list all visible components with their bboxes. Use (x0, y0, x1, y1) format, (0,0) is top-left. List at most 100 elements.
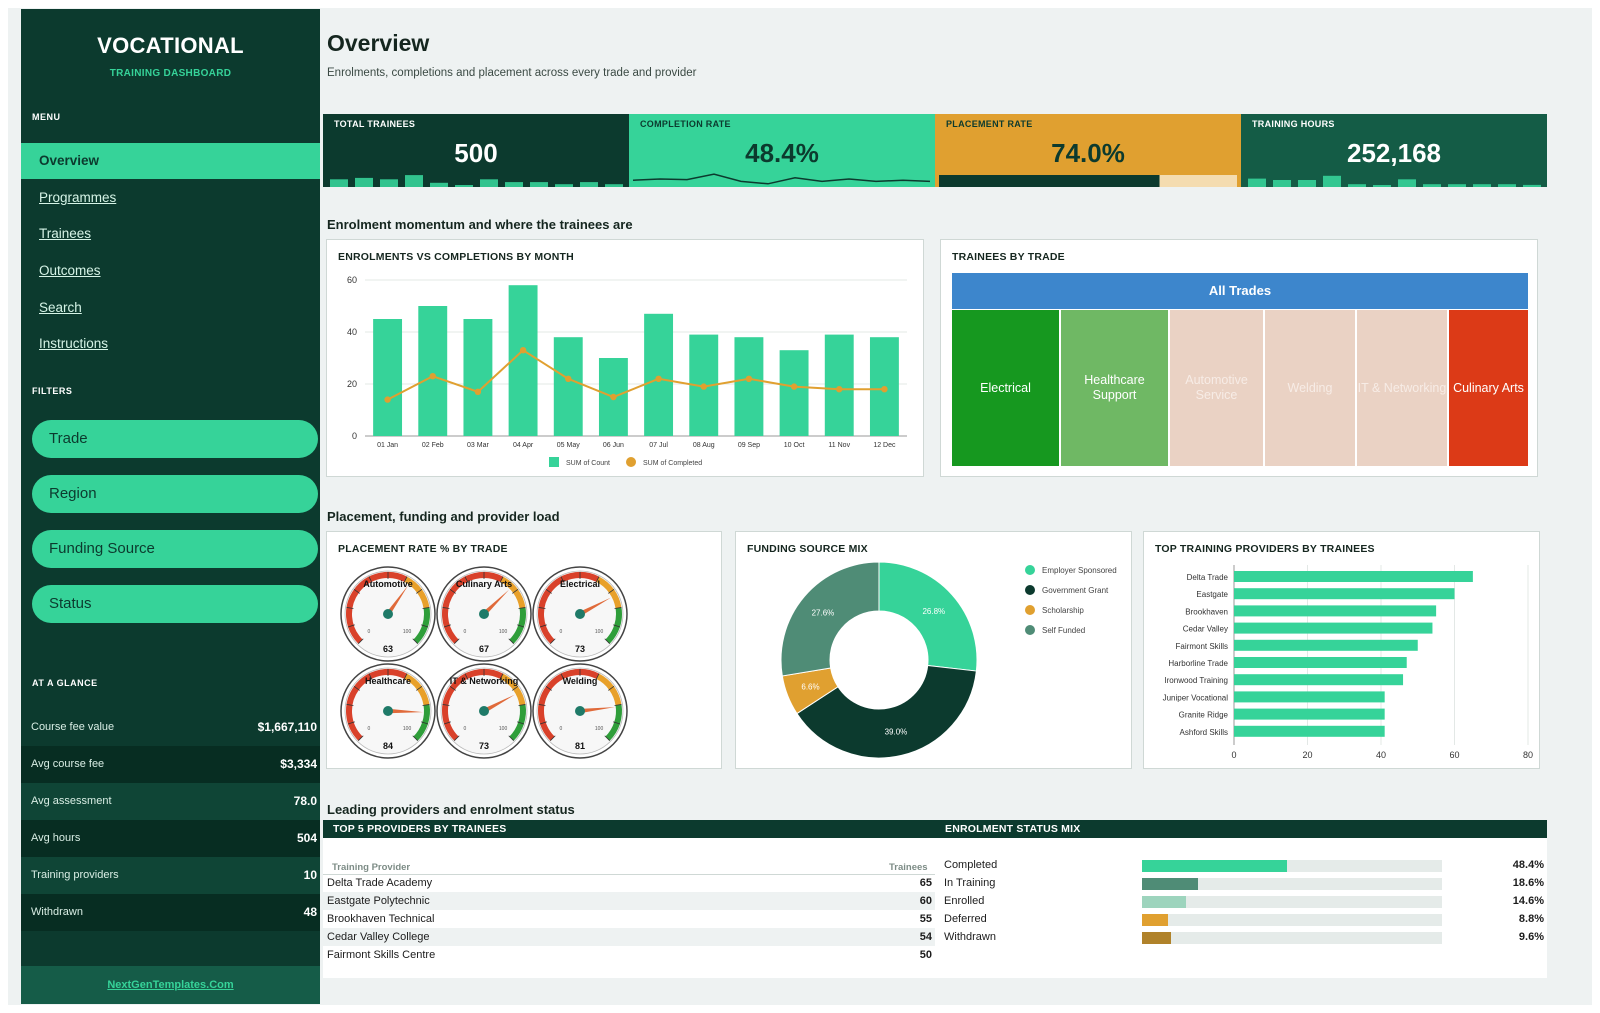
gauge-tick (499, 673, 504, 680)
bar-juniper-vocational (1234, 691, 1385, 703)
table-row[interactable]: Delta Trade Academy 65 (323, 874, 935, 892)
table-row[interactable]: Fairmont Skills Centre 50 (323, 946, 935, 964)
kpi-spark-line (632, 173, 931, 185)
gauge-tick (518, 704, 526, 706)
gauge-min-label: 0 (560, 726, 563, 732)
table-row[interactable]: Brookhaven Technical 55 (323, 910, 935, 928)
gauge-needle (578, 597, 611, 616)
bottom-panel-header: TOP 5 PROVIDERS BY TRAINEES ENROLMENT ST… (323, 820, 1547, 838)
filter-status-button[interactable]: Status (32, 585, 318, 623)
legend-label: Self Funded (1042, 626, 1085, 635)
gauge-max-label: 100 (499, 726, 508, 732)
filter-region-button[interactable]: Region (32, 475, 318, 513)
gauge-needle (482, 589, 510, 616)
gauges-title: PLACEMENT RATE % BY TRADE (338, 543, 508, 555)
slice-employer-sponsored (878, 561, 978, 672)
nav-item-trainees[interactable]: Trainees (39, 226, 92, 241)
provider-name: Delta Trade Academy (327, 877, 433, 889)
gauge-tick (545, 588, 552, 594)
gauge-min-label: 0 (368, 726, 371, 732)
gauge-tick (412, 638, 418, 644)
kpi-spark-bar (505, 182, 523, 187)
nav-item-overview[interactable]: Overview (21, 143, 320, 179)
status-name: Withdrawn (944, 931, 996, 943)
kpi-label: PLACEMENT RATE (946, 119, 1033, 129)
bar-count-09-Sep (734, 337, 764, 436)
point-completed (429, 373, 436, 380)
nav-item-instructions[interactable]: Instructions (39, 336, 109, 351)
bar-ironwood-training (1234, 674, 1404, 686)
gauge-tick (464, 673, 469, 680)
treemap-cell-healthcare-support[interactable]: Healthcare Support (1061, 310, 1168, 466)
legend-swatch (1025, 585, 1035, 595)
brand-title: VOCATIONAL (97, 33, 244, 58)
bar-count-05-May (553, 337, 583, 436)
treemap-cell-it-networking[interactable]: IT & Networking (1357, 310, 1447, 466)
gauge-min-label: 0 (464, 629, 467, 635)
gauge-tick (347, 624, 355, 628)
gauge-needle (386, 585, 409, 616)
treemap-cell-automotive-service[interactable]: Automotive Service (1170, 310, 1263, 466)
providers-chart-card: TOP TRAINING PROVIDERS BY TRAINEES 0 20 40… (1143, 531, 1540, 769)
top5-title: TOP 5 PROVIDERS BY TRAINEES (333, 823, 507, 835)
nav-item-search[interactable]: Search (39, 300, 82, 315)
glance-name: Avg hours (31, 832, 81, 844)
gauge-max-label: 100 (403, 629, 412, 635)
kpi-spark-bar (330, 179, 348, 187)
gauge-min-label: 0 (464, 726, 467, 732)
kpi-spark-bar (1323, 175, 1341, 187)
point-completed (836, 386, 843, 393)
slice-label: 39.0% (885, 728, 908, 737)
kpi-value: 500 (454, 138, 498, 168)
kpi-card-1: COMPLETION RATE 48.4% (629, 114, 935, 187)
filter-trade-button[interactable]: Trade (32, 420, 318, 458)
glance-row-avg-fee: Avg course fee $3,334 (21, 746, 320, 783)
gauge-needle (387, 708, 423, 714)
gauge-tick (353, 588, 360, 594)
table-row[interactable]: Eastgate Polytechnic 60 (323, 892, 935, 910)
status-bar-fill (1142, 878, 1198, 890)
gauge-tick (403, 673, 408, 680)
footer-link[interactable]: NextGenTemplates.Com (21, 966, 320, 1004)
status-bar-track (1142, 896, 1442, 908)
gauge-tick (545, 685, 552, 691)
table-row[interactable]: Cedar Valley College 54 (323, 928, 935, 946)
nav-item-programmes[interactable]: Programmes (39, 190, 117, 205)
bar-delta-trade (1234, 571, 1473, 582)
status-pct: 48.4% (1512, 859, 1544, 871)
legend-swatch (1025, 565, 1035, 575)
x-tick-label: 08 Aug (693, 442, 715, 449)
gauge-tick (368, 673, 373, 680)
kpi-label: TRAINING HOURS (1252, 119, 1335, 129)
gauge-tick (595, 576, 600, 583)
x-tick-label: 11 Nov (828, 442, 850, 449)
kpi-sparkline (330, 175, 623, 187)
treemap-cell-electrical[interactable]: Electrical (952, 310, 1059, 466)
nav-item-outcomes[interactable]: Outcomes (39, 263, 101, 278)
gauge-tick (550, 638, 556, 644)
glance-value: 10 (303, 868, 317, 882)
status-bar-fill (1142, 860, 1288, 872)
page-title: Overview (327, 30, 430, 56)
treemap-cell-culinary-arts[interactable]: Culinary Arts (1449, 310, 1528, 466)
kpi-spark-bar (480, 179, 498, 187)
gauge-value: 63 (383, 644, 393, 654)
gauge-tick (442, 607, 450, 609)
gauge-tick (613, 624, 621, 628)
x-tick-label: 40 (1376, 750, 1386, 760)
treemap-cell-welding[interactable]: Welding (1265, 310, 1355, 466)
point-completed (384, 396, 391, 403)
kpi-card-0: TOTAL TRAINEES 500 (323, 114, 629, 187)
status-pct: 9.6% (1518, 931, 1544, 943)
treemap-root[interactable]: All Trades (952, 273, 1528, 309)
kpi-spark-bar (1523, 184, 1541, 187)
filter-funding-source-button[interactable]: Funding Source (32, 530, 318, 568)
provider-name: Cedar Valley College (327, 931, 430, 943)
gauge-tick (508, 735, 514, 741)
legend-swatch-count (549, 457, 559, 467)
gauge-tick (346, 704, 354, 706)
bar-granite-ridge (1234, 708, 1385, 720)
kpi-spark-bar (1248, 178, 1266, 187)
bar-cedar-valley (1234, 622, 1433, 634)
